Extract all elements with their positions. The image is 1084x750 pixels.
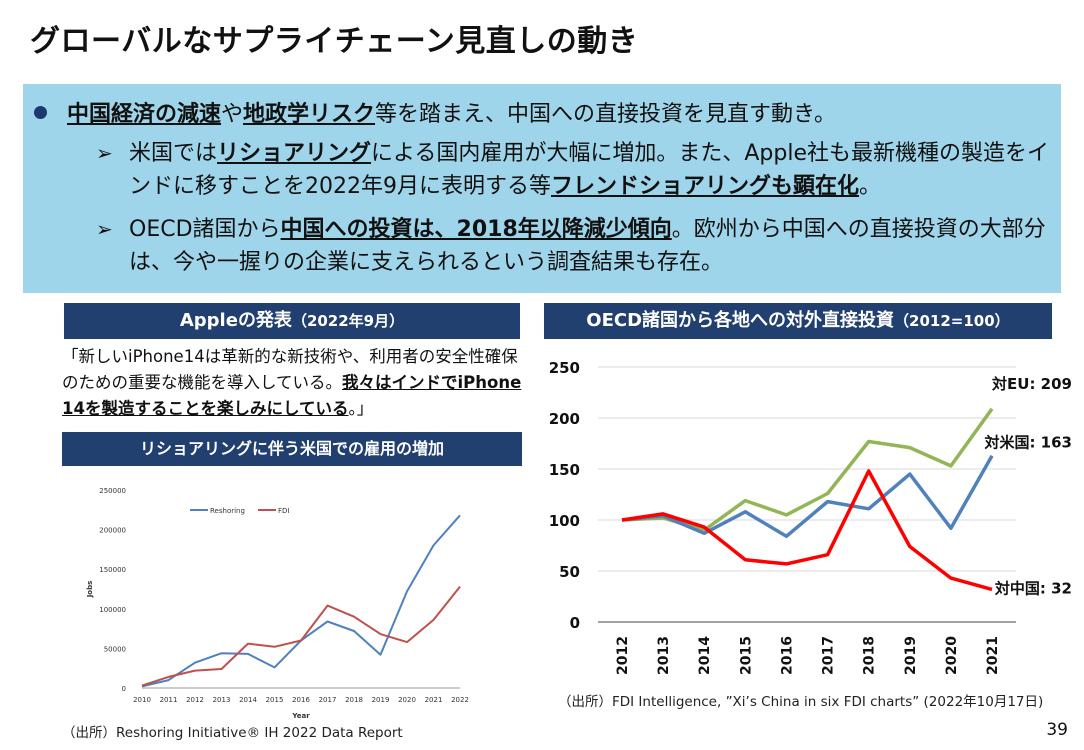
x-tick-label: 2019 (372, 696, 390, 704)
bullet2-em2: フレンドショアリングも顕在化 (551, 174, 860, 199)
apple-panel-heading: Appleの発表（2022年9月） (64, 303, 520, 339)
x-tick-label: 2015 (738, 636, 754, 675)
y-tick-label: 50000 (104, 645, 126, 653)
apple-quote-t1: 「新しいiPhone14は革新的な新技術や、利用者の安全性確保のための重要な機能… (62, 347, 518, 392)
bullet-main-em1: 中国経済の減速 (67, 102, 222, 127)
x-tick-label: 2022 (451, 696, 469, 704)
y-tick-label: 150000 (99, 566, 126, 574)
y-tick-label: 200000 (99, 527, 126, 535)
y-tick-label: 250000 (99, 487, 126, 495)
y-tick-label: 100 (549, 512, 580, 530)
reshoring-chart: 0 50000 100000 150000 200000 250000 2010 2011 20… (86, 487, 469, 720)
bullet-main-t2: 等を踏まえ、中国への直接投資を見直す動き。 (375, 102, 836, 127)
bullet3-em1: 中国への投資は、2018年以降減少傾向 (280, 217, 672, 242)
x-tick-label: 2016 (292, 696, 310, 704)
x-tick-label: 2013 (213, 696, 231, 704)
oecd-fdi-chart: 0 50 100 150 200 250 2012 2013 2014 2015 2016 2017 2… (549, 359, 1072, 675)
y-tick-label: 150 (549, 461, 580, 479)
oecd-heading-main: OECD諸国から各地への対外直接投資 (586, 310, 895, 331)
arrow-icon: ➢ (96, 141, 113, 165)
summary-box (23, 84, 1061, 293)
y-axis-title: Jobs (86, 581, 94, 599)
x-tick-label: 2018 (345, 696, 363, 704)
bullet3-t1: OECD諸国から (129, 217, 281, 242)
x-tick-label: 2020 (398, 696, 416, 704)
y-tick-label: 50 (559, 563, 580, 581)
series-end-label: 対米国: 163 (983, 434, 1072, 452)
series-line-reshoring (141, 514, 461, 688)
slide-title: グローバルなサプライチェーン見直しの動き (30, 24, 639, 59)
series-end-label: 対EU: 209 (991, 375, 1072, 393)
x-tick-label: 2014 (697, 636, 713, 675)
x-tick-label: 2015 (266, 696, 284, 704)
x-tick-label: 2014 (239, 696, 257, 704)
oecd-heading-sub: （2012=100） (894, 312, 1010, 330)
x-tick-label: 2011 (160, 696, 178, 704)
y-tick-label: 200 (549, 410, 580, 428)
bullet2-t1: 米国では (129, 141, 218, 166)
bullet-main: 中国経済の減速や地政学リスク等を踏まえ、中国への直接投資を見直す動き。 (34, 96, 836, 128)
legend-label: FDI (278, 507, 289, 515)
bullet-main-em2: 地政学リスク (243, 102, 376, 127)
series-line (621, 454, 994, 539)
x-tick-label: 2012 (186, 696, 204, 704)
x-tick-label: 2017 (821, 636, 837, 675)
apple-quote: 「新しいiPhone14は革新的な新技術や、利用者の安全性確保のための重要な機能… (62, 344, 522, 422)
bullet-dot-icon (34, 106, 47, 119)
series-line (621, 469, 993, 592)
x-tick-label: 2018 (862, 636, 878, 675)
x-axis-title: Year (291, 712, 310, 720)
y-tick-label: 0 (570, 614, 580, 632)
series-end-label: 対中国: 32 (994, 579, 1072, 597)
page-number: 39 (1046, 720, 1068, 740)
bullet2-t2: による国内雇用が大幅に増加。また、Apple社も最新機種の製造をインドに移すこと… (129, 141, 1050, 199)
x-tick-label: 2017 (319, 696, 337, 704)
apple-heading-sub: （2022年9月） (291, 312, 405, 330)
bullet-sub-oecd: ➢ OECD諸国から中国への投資は、2018年以降減少傾向。欧州から中国への直接… (96, 213, 1056, 279)
bullet-main-t1: や (221, 102, 244, 127)
series-line-fdi (141, 585, 461, 687)
y-tick-label: 100000 (99, 606, 126, 614)
x-tick-label: 2012 (615, 636, 631, 675)
legend-label: Reshoring (210, 507, 245, 515)
x-tick-label: 2021 (985, 636, 1001, 675)
apple-heading-main: Appleの発表 (179, 310, 292, 331)
reshoring-source: （出所）Reshoring Initiative® IH 2022 Data R… (62, 725, 403, 741)
y-tick-label: 250 (549, 359, 580, 377)
x-tick-label: 2010 (133, 696, 151, 704)
apple-quote-t2: 。」 (348, 399, 374, 418)
x-tick-label: 2013 (656, 636, 672, 675)
reshoring-panel-heading: リショアリングに伴う米国での雇用の増加 (62, 432, 522, 466)
x-tick-label: 2016 (779, 636, 795, 675)
oecd-panel-heading: OECD諸国から各地への対外直接投資（2012=100） (544, 303, 1052, 339)
arrow-icon: ➢ (96, 217, 113, 241)
oecd-source: （出所）FDI Intelligence, ”Xi’s China in six… (558, 694, 1044, 710)
y-tick-label: 0 (122, 685, 126, 693)
bullet3-t2: 。欧州から中国への直接投資の大部分は、今や一握りの企業に支えられるという調査結果… (129, 217, 1046, 275)
bullet2-t3: 。 (859, 174, 882, 199)
bullet-sub-reshoring: ➢ 米国ではリショアリングによる国内雇用が大幅に増加。また、Apple社も最新機… (96, 137, 1056, 203)
x-tick-label: 2019 (903, 636, 919, 675)
bullet2-em1: リショアリング (217, 141, 372, 166)
x-tick-label: 2020 (944, 636, 960, 675)
apple-quote-em: 我々はインドでiPhone 14を製造することを楽しみにしている (62, 373, 522, 418)
x-tick-label: 2021 (425, 696, 443, 704)
